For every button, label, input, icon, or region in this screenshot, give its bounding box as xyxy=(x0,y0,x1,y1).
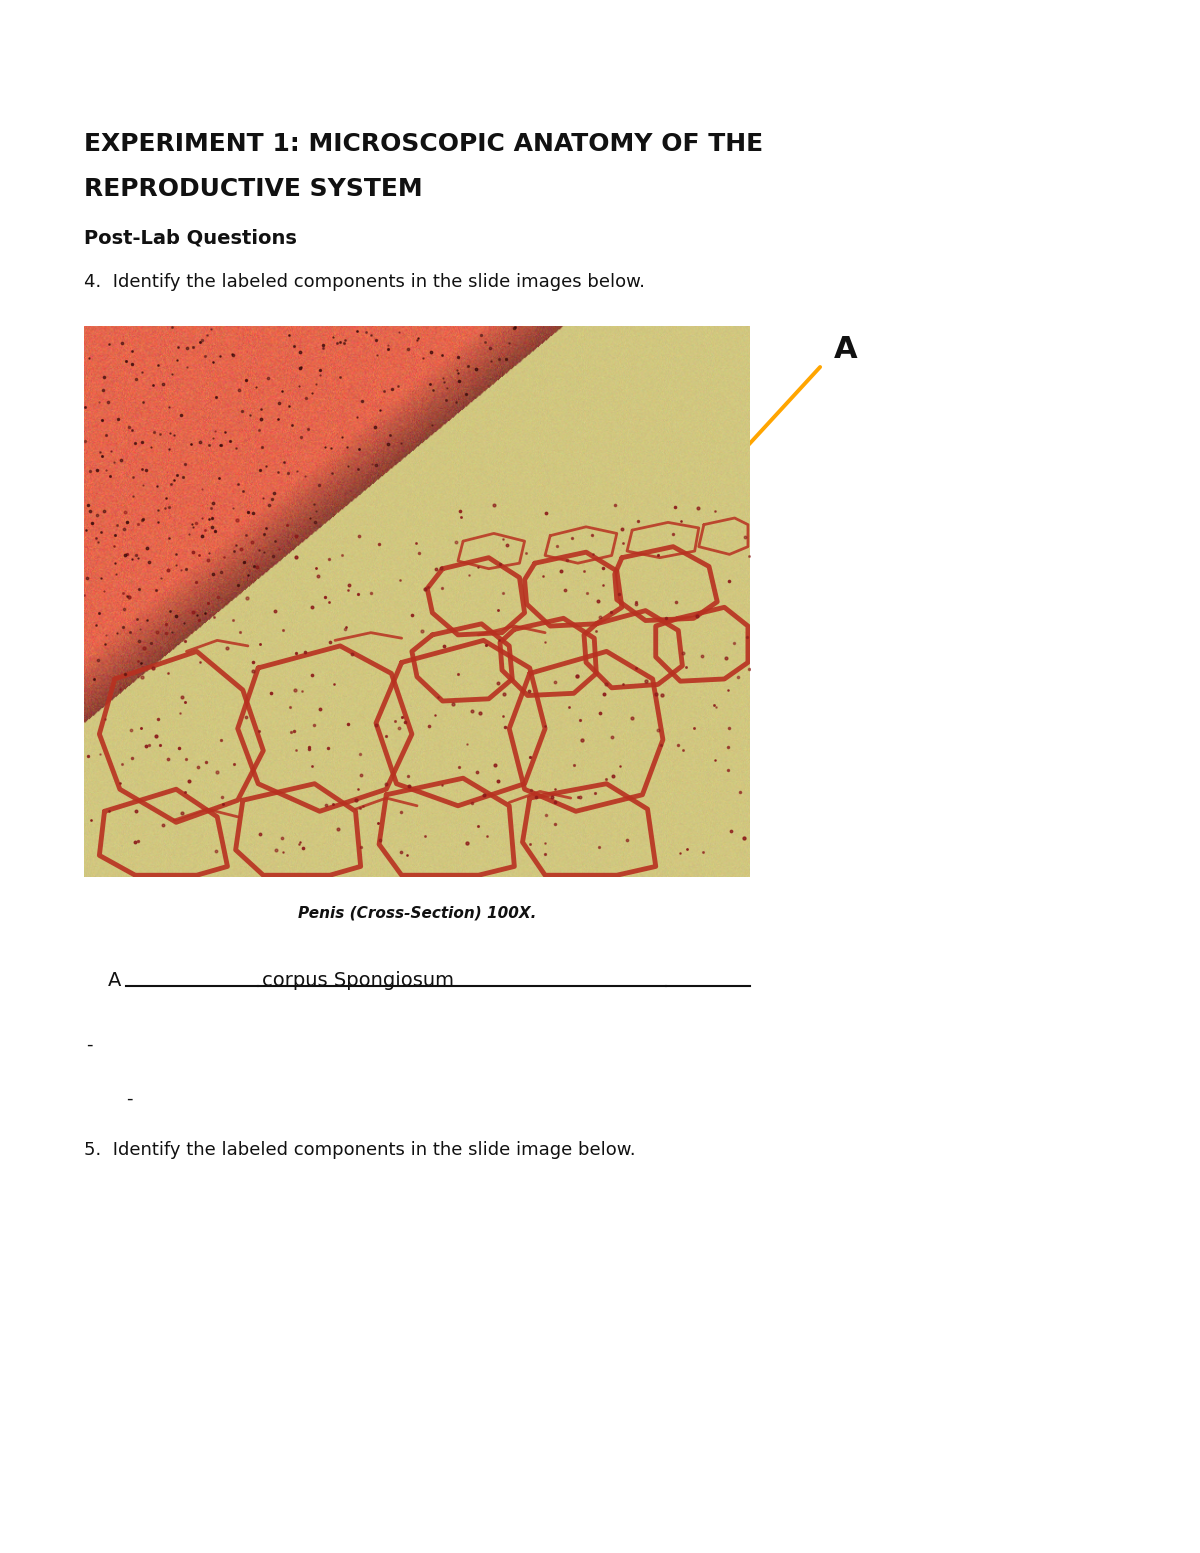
Text: Post-Lab Questions: Post-Lab Questions xyxy=(84,228,296,247)
Text: A: A xyxy=(108,971,121,989)
Text: -: - xyxy=(86,1036,92,1054)
Text: -: - xyxy=(126,1090,132,1109)
Text: Penis (Cross-Section) 100X.: Penis (Cross-Section) 100X. xyxy=(298,905,536,921)
Text: 5.  Identify the labeled components in the slide image below.: 5. Identify the labeled components in th… xyxy=(84,1141,636,1160)
Text: EXPERIMENT 1: MICROSCOPIC ANATOMY OF THE: EXPERIMENT 1: MICROSCOPIC ANATOMY OF THE xyxy=(84,132,763,155)
Text: REPRODUCTIVE SYSTEM: REPRODUCTIVE SYSTEM xyxy=(84,177,422,200)
Text: corpus Spongiosum: corpus Spongiosum xyxy=(262,971,454,989)
Text: A: A xyxy=(834,335,858,363)
Text: 4.  Identify the labeled components in the slide images below.: 4. Identify the labeled components in th… xyxy=(84,273,646,292)
